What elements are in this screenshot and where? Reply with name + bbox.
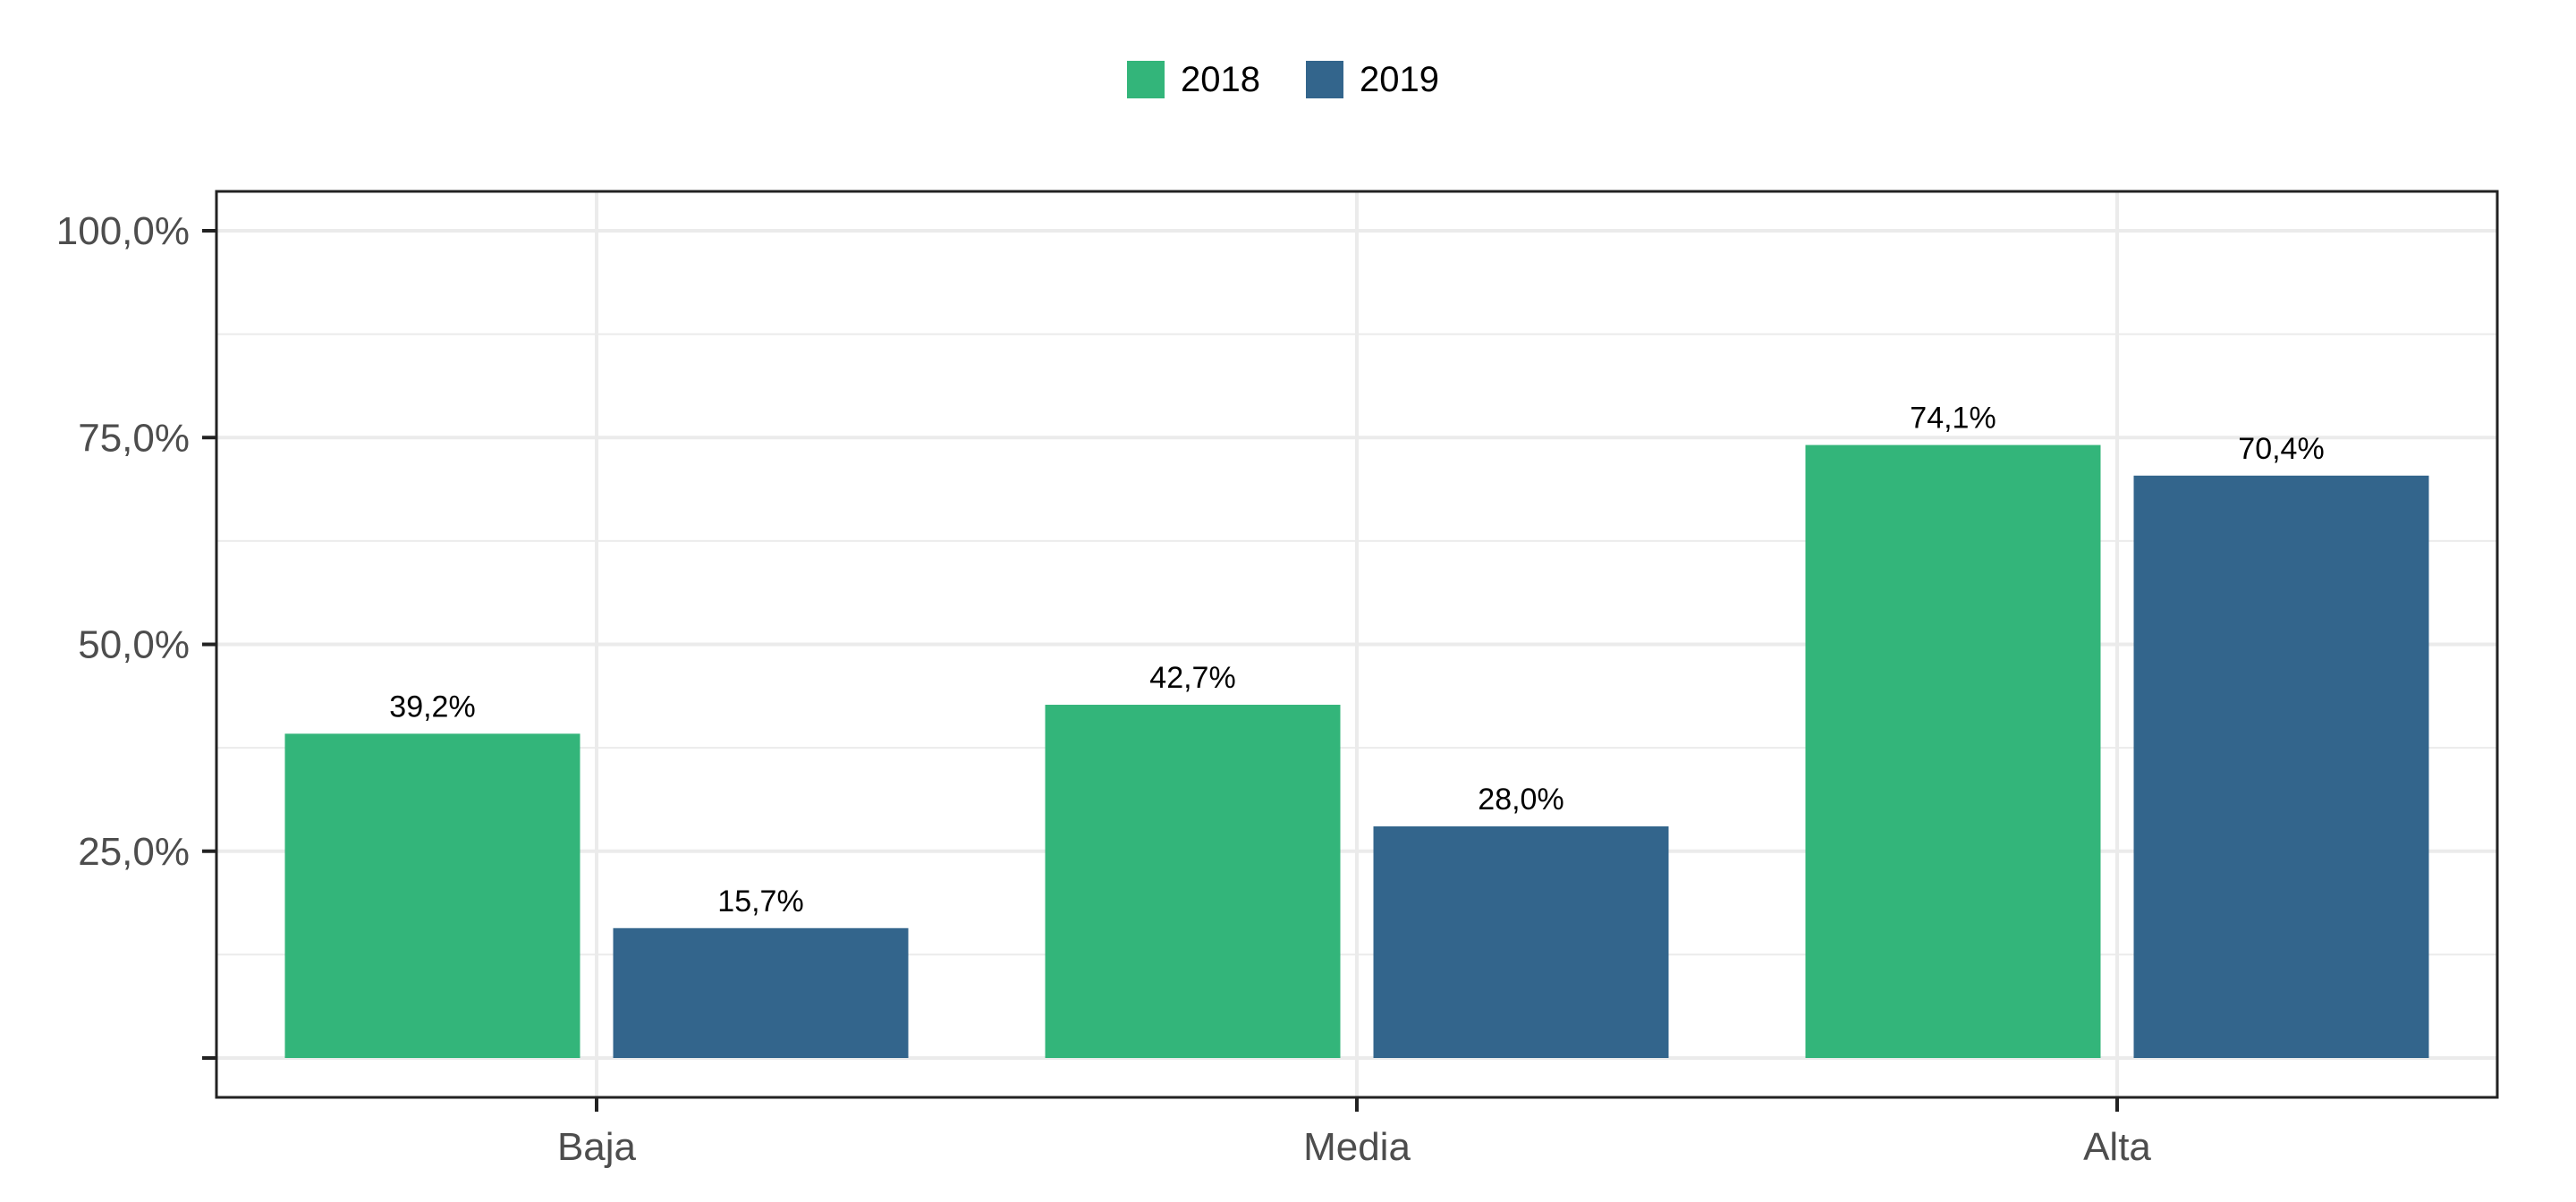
data-labels: 39,2% 42,7% 74,1% 15,7% 28,0% 70,4%: [389, 402, 2324, 918]
legend-key-2019: [1306, 61, 1343, 98]
bar-2019-baja: [613, 927, 909, 1058]
data-label: 42,7%: [1149, 661, 1235, 695]
y-tick-label: 50,0%: [78, 623, 190, 667]
bar-2018-alta: [1805, 444, 2101, 1058]
x-tick-label: Baja: [557, 1125, 637, 1169]
legend-key-2018: [1127, 61, 1165, 98]
data-label: 74,1%: [1910, 402, 1996, 436]
x-tick-label: Media: [1303, 1125, 1411, 1169]
data-label: 39,2%: [389, 690, 475, 724]
legend-label: 2018: [1181, 60, 1260, 99]
bar-2019-alta: [2133, 475, 2429, 1058]
bar-2018-media: [1045, 705, 1341, 1058]
bar-2019-media: [1373, 826, 1669, 1058]
axes: 25,0% 50,0% 75,0% 100,0% Baja Media Alta: [56, 209, 2152, 1169]
x-tick-label: Alta: [2083, 1125, 2151, 1169]
legend: 2018 2019: [1127, 60, 1439, 99]
data-label: 15,7%: [717, 885, 803, 918]
grid: [216, 191, 2497, 1097]
y-tick-label: 100,0%: [56, 209, 190, 253]
data-label: 70,4%: [2238, 432, 2324, 466]
y-tick-label: 25,0%: [78, 830, 190, 874]
data-label: 28,0%: [1478, 783, 1563, 817]
bars: [284, 444, 2429, 1058]
y-tick-label: 75,0%: [78, 416, 190, 460]
bar-2018-baja: [284, 733, 580, 1058]
legend-label: 2019: [1360, 60, 1439, 99]
